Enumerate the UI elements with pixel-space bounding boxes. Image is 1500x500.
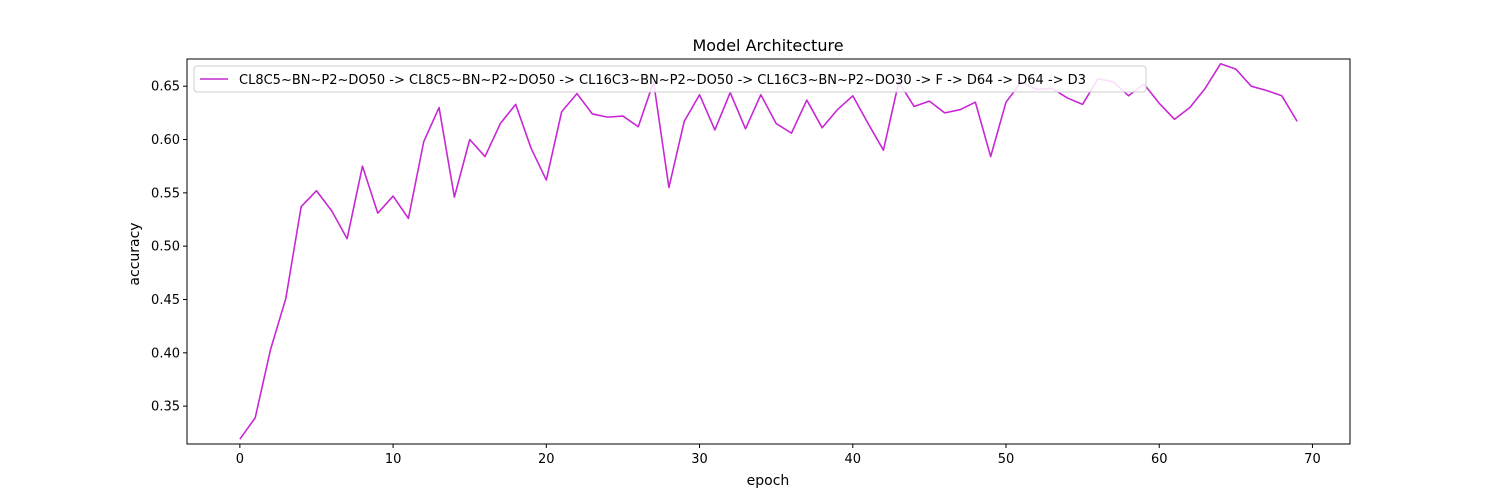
x-tick-label: 10 [385, 452, 402, 467]
y-tick-label: 0.55 [151, 186, 180, 201]
chart-title: Model Architecture [692, 36, 843, 55]
plot-area: 0 10 20 30 40 50 60 70 0.35 0.40 0.45 0.50 0.55 0.60 0… [151, 58, 1351, 467]
y-tick-label: 0.50 [151, 240, 180, 255]
x-tick-label: 60 [1151, 452, 1168, 467]
x-axis-label: epoch [747, 473, 790, 489]
x-tick-label: 50 [998, 452, 1015, 467]
legend: CL8C5~BN~P2~DO50 -> CL8C5~BN~P2~DO50 -> … [193, 65, 1147, 93]
y-tick-label: 0.65 [151, 80, 180, 95]
y-tick-label: 0.35 [151, 400, 180, 415]
x-tick-label: 0 [236, 452, 244, 467]
y-tick-label: 0.40 [151, 346, 180, 361]
x-tick-label: 30 [691, 452, 708, 467]
x-tick-label: 40 [845, 452, 862, 467]
y-axis-label: accuracy [127, 222, 143, 285]
y-tick-label: 0.60 [151, 133, 180, 148]
x-tick-label: 20 [538, 452, 555, 467]
legend-entry: CL8C5~BN~P2~DO50 -> CL8C5~BN~P2~DO50 -> … [239, 73, 1086, 88]
x-tick-label: 70 [1304, 452, 1321, 467]
plot-frame [186, 58, 1351, 445]
y-tick-label: 0.45 [151, 293, 180, 308]
legend-box [193, 65, 1147, 93]
